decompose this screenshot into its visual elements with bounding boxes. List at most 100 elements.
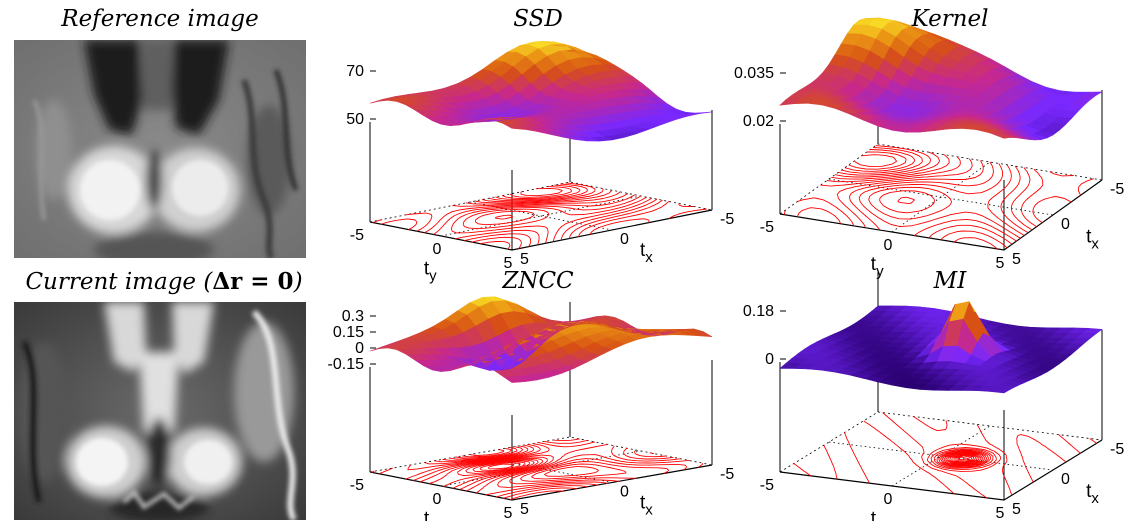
floor-grid-line	[891, 425, 991, 487]
tx-tick-label: -5	[1110, 181, 1124, 198]
contour-level	[953, 454, 975, 463]
mi-plot: 0.18 0 -5 0 5 -5 0 5 ty tx	[743, 272, 1132, 521]
floor-grid-line	[828, 178, 1054, 216]
ssd-surface-svg: 70 50 -5 0 5 -5 0 5 ty tx	[346, 41, 734, 285]
contour-level	[854, 154, 898, 167]
surface-mesh	[369, 41, 713, 142]
contour-level	[442, 445, 670, 482]
z-tick-label: 0.3	[342, 308, 364, 325]
contour-level	[943, 452, 984, 466]
z-tick-label: 0.02	[743, 113, 774, 130]
ty-tick-label: 5	[504, 505, 513, 521]
z-tick-label: -0.15	[328, 356, 365, 373]
contour-level	[472, 461, 526, 473]
floor-grid-line	[891, 161, 991, 233]
kernel-plot: 0.035 0.02 -5 0 5 -5 0 5 ty tx	[734, 17, 1132, 280]
current-title-suffix: )	[293, 269, 303, 295]
contour-level	[407, 443, 681, 496]
ty-tick-label: -5	[350, 477, 364, 494]
contour-level	[793, 412, 1081, 499]
contour-level	[474, 189, 613, 204]
contour-level	[488, 463, 515, 470]
contour-level	[930, 447, 997, 471]
tx-tick-label: 0	[1061, 216, 1070, 233]
ty-tick-label: 0	[884, 491, 893, 508]
contour-level	[843, 420, 1067, 495]
ty-tick-label: 0	[433, 241, 442, 258]
reference-image	[14, 40, 306, 258]
contour-lines	[371, 438, 704, 501]
contour-level	[848, 161, 1017, 242]
surface-facet	[369, 344, 392, 352]
contour-level	[462, 447, 512, 458]
ty-tick-label: -5	[760, 219, 774, 236]
contour-level	[940, 451, 988, 467]
floor-back-edges	[369, 436, 713, 473]
tx-axis-label: tx	[1086, 227, 1099, 253]
z-tick-label: 0.15	[333, 324, 364, 341]
mi-title: MI	[933, 268, 967, 294]
contour-level	[858, 163, 1021, 239]
contour-level	[449, 446, 627, 480]
tx-axis-label: tx	[640, 492, 653, 518]
ty-tick-label: 5	[504, 255, 513, 272]
contour-level	[502, 184, 581, 199]
ty-tick-label: 0	[884, 237, 893, 254]
contour-level	[844, 149, 916, 172]
contour-level	[955, 455, 973, 462]
kernel-title: Kernel	[911, 6, 989, 32]
contour-level	[475, 198, 658, 241]
current-title-prefix: Current image (	[25, 269, 213, 295]
tx-tick-label: -5	[720, 211, 734, 228]
current-image	[14, 302, 306, 520]
contour-level	[509, 186, 573, 198]
ty-tick-label: -5	[350, 227, 364, 244]
ssd-title: SSD	[513, 6, 563, 32]
contour-level	[796, 156, 998, 250]
contour-level	[879, 165, 1029, 234]
contour-level	[578, 201, 707, 237]
contour-level	[419, 438, 654, 501]
contour-level	[434, 444, 688, 485]
contour-level	[488, 182, 596, 202]
ssd-plot: 70 50 -5 0 5 -5 0 5 ty tx	[340, 41, 740, 285]
tx-tick-label: -5	[720, 466, 734, 483]
z-tick-label: 0	[355, 340, 364, 357]
surface-facet	[779, 98, 801, 106]
contour-level	[913, 416, 1097, 472]
tx-tick-label: 0	[1061, 471, 1070, 488]
contour-level	[936, 449, 991, 468]
reference-image-title: Reference image	[61, 6, 259, 32]
contour-level	[945, 452, 982, 465]
contour-level	[941, 451, 986, 466]
z-tick-label: 70	[346, 63, 364, 80]
tx-axis-label: tx	[640, 240, 653, 266]
contour-level	[589, 203, 695, 235]
ty-tick-label: 5	[996, 255, 1005, 272]
contour-level	[495, 183, 588, 201]
contour-lines	[372, 182, 707, 250]
contour-level	[848, 151, 907, 170]
surface-facet	[779, 362, 801, 369]
contour-level	[482, 188, 604, 203]
contour-level	[841, 147, 923, 174]
tx-tick-label: 5	[520, 501, 529, 518]
contour-level	[933, 448, 994, 469]
current-title-math: Δr = 0	[212, 268, 294, 295]
ty-axis-label: ty	[871, 509, 884, 521]
zncc-title: ZNCC	[502, 268, 574, 294]
ty-axis-label: ty	[424, 259, 437, 285]
surface-mesh	[369, 296, 713, 383]
contour-lines	[793, 412, 1097, 499]
contour-level	[494, 199, 663, 239]
z-tick-label: 0.18	[743, 303, 774, 320]
contour-level	[428, 458, 539, 487]
floor-grid-line	[469, 201, 613, 231]
contour-level	[457, 459, 535, 476]
current-image-title: Current image (Δr = 0)	[4, 268, 324, 295]
plot-axes	[779, 24, 1103, 251]
contour-level	[520, 187, 563, 197]
